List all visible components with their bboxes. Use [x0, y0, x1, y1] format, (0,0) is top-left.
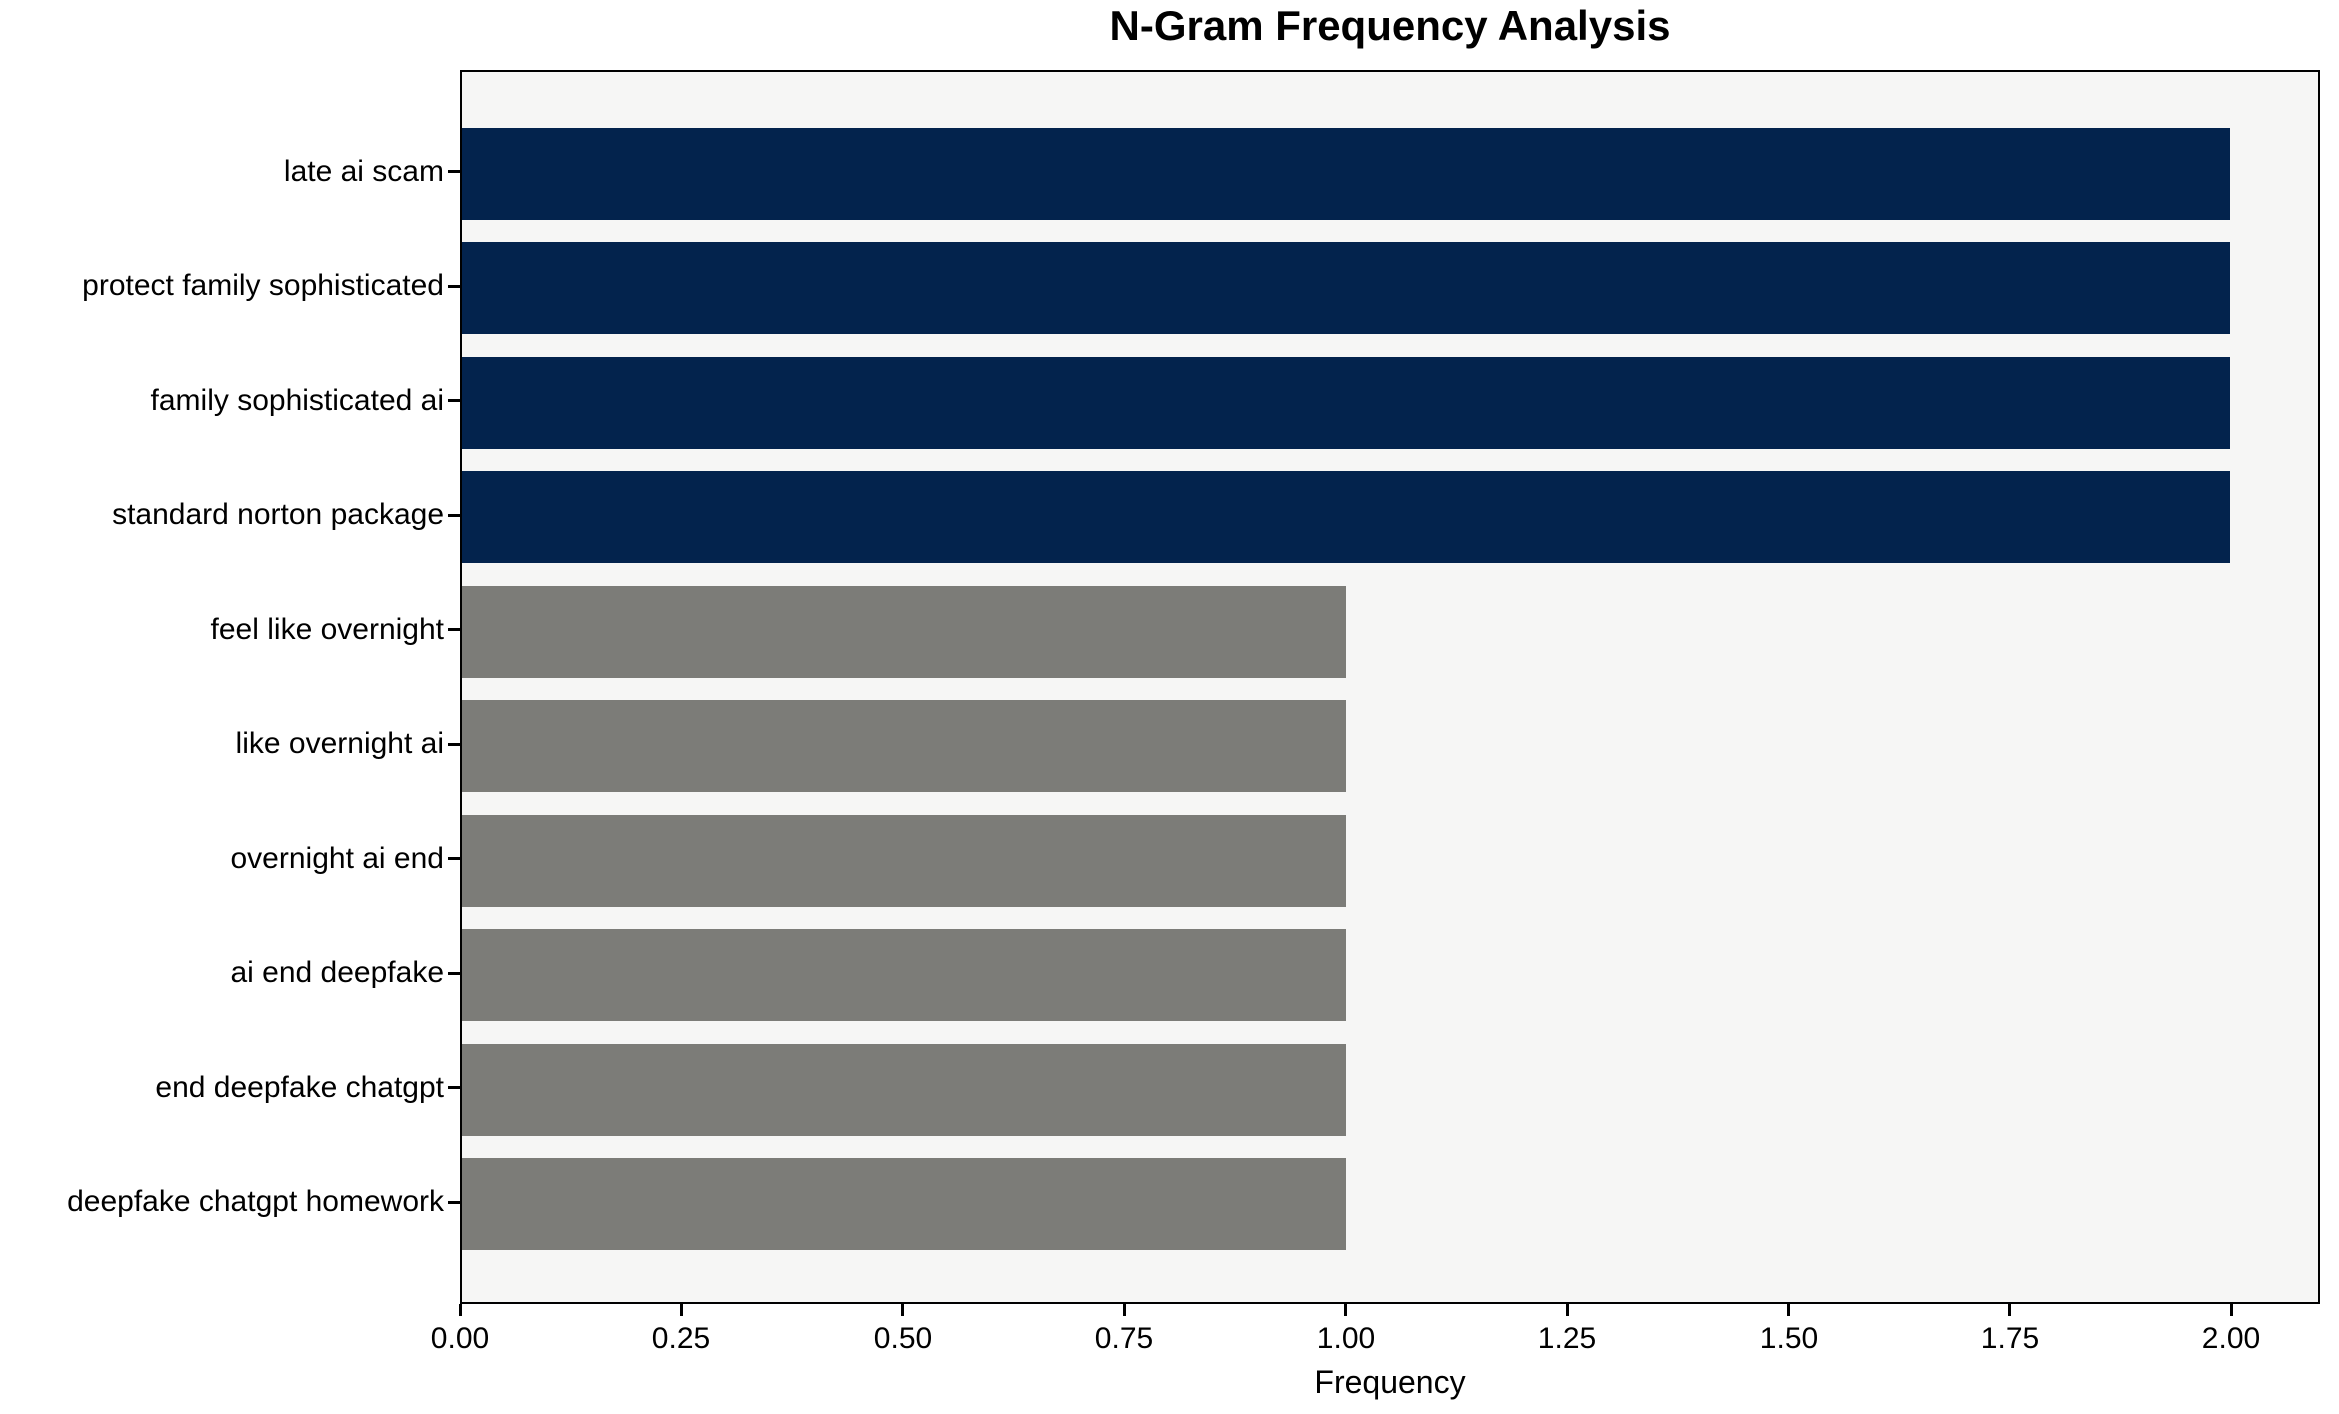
x-tick-mark [1123, 1304, 1126, 1316]
y-tick-mark [448, 170, 460, 173]
y-tick-label: overnight ai end [230, 842, 445, 875]
y-tick-label: like overnight ai [235, 727, 444, 760]
x-tick-label: 0.25 [651, 1322, 711, 1355]
x-tick-mark [2008, 1304, 2011, 1316]
y-tick-mark [448, 1086, 460, 1089]
bar-late-ai-scam [462, 128, 2230, 220]
y-tick-mark [448, 514, 460, 517]
bar-feel-like-overnight [462, 586, 1346, 678]
x-tick-label: 0.50 [873, 1322, 933, 1355]
x-tick-mark [1566, 1304, 1569, 1316]
x-tick-label: 0.00 [430, 1322, 490, 1355]
x-tick-label: 1.75 [1980, 1322, 2040, 1355]
bar-end-deepfake-chatgpt [462, 1044, 1346, 1136]
bar-deepfake-chatgpt-homework [462, 1158, 1346, 1250]
plot-area [460, 70, 2320, 1304]
y-tick-label: late ai scam [283, 155, 444, 188]
bar-ai-end-deepfake [462, 929, 1346, 1021]
y-tick-mark [448, 399, 460, 402]
y-tick-label: ai end deepfake [230, 956, 444, 989]
y-tick-label: family sophisticated ai [150, 384, 444, 417]
y-tick-mark [448, 743, 460, 746]
bar-like-overnight-ai [462, 700, 1346, 792]
x-axis-title: Frequency [1314, 1364, 1466, 1400]
x-tick-mark [680, 1304, 683, 1316]
y-tick-mark [448, 1201, 460, 1204]
bar-family-sophisticated-ai [462, 357, 2230, 449]
y-tick-label: deepfake chatgpt homework [67, 1185, 444, 1218]
y-tick-mark [448, 285, 460, 288]
x-tick-label: 1.25 [1537, 1322, 1597, 1355]
y-tick-mark [448, 972, 460, 975]
x-tick-label: 2.00 [2201, 1322, 2261, 1355]
bar-overnight-ai-end [462, 815, 1346, 907]
x-tick-mark [1344, 1304, 1347, 1316]
bar-protect-family-sophisticated [462, 242, 2230, 334]
x-tick-mark [2230, 1304, 2233, 1316]
bar-standard-norton-package [462, 471, 2230, 563]
y-tick-label: standard norton package [112, 498, 444, 531]
x-tick-mark [459, 1304, 462, 1316]
y-tick-label: feel like overnight [210, 613, 444, 646]
y-tick-mark [448, 628, 460, 631]
y-tick-label: protect family sophisticated [82, 269, 444, 302]
x-tick-mark [1787, 1304, 1790, 1316]
x-tick-label: 1.50 [1759, 1322, 1819, 1355]
x-tick-mark [901, 1304, 904, 1316]
y-tick-label: end deepfake chatgpt [155, 1071, 444, 1104]
x-tick-label: 0.75 [1094, 1322, 1154, 1355]
y-tick-mark [448, 857, 460, 860]
x-tick-label: 1.00 [1316, 1322, 1376, 1355]
chart-title: N-Gram Frequency Analysis [1109, 2, 1671, 49]
